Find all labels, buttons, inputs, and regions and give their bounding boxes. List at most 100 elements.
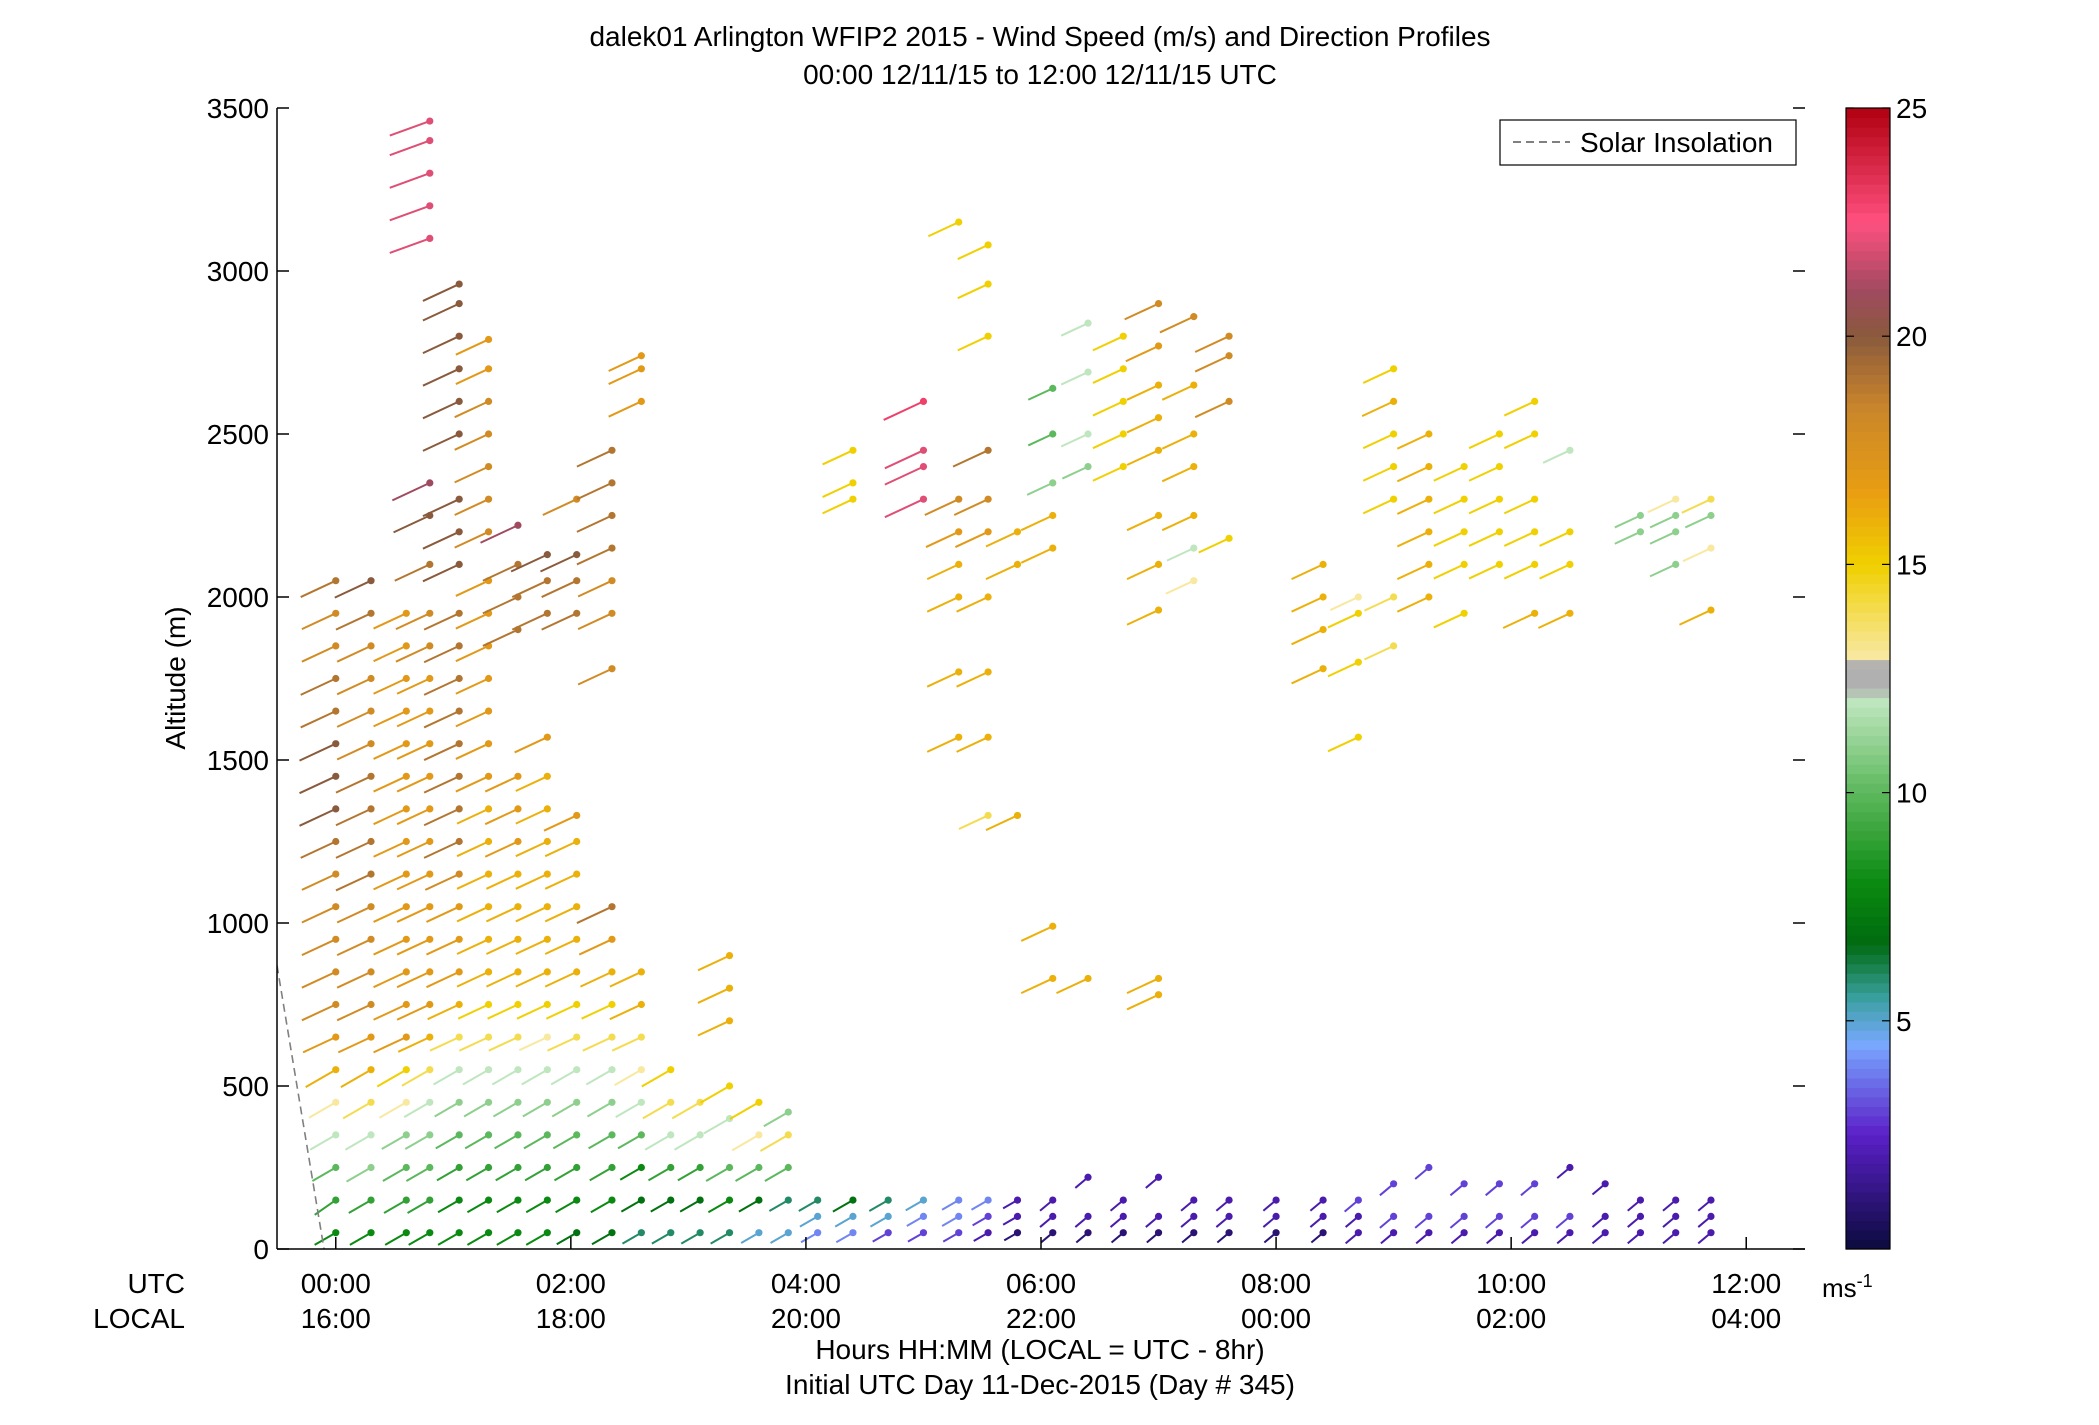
y-axis-label: Altitude (m) (160, 606, 191, 749)
colorbar-segment (1846, 859, 1890, 870)
wind-barb-dot (332, 1066, 340, 1074)
wind-barb (511, 579, 548, 598)
wind-barb (1092, 335, 1124, 352)
wind-barb (336, 905, 372, 924)
wind-barb-dot (514, 935, 522, 943)
wind-barb-dot (1566, 1212, 1574, 1220)
wind-barb (591, 1231, 613, 1246)
wind-barb-dot (1354, 658, 1362, 666)
wind-barb (731, 1134, 760, 1152)
colorbar-segment (1846, 868, 1890, 879)
wind-barb-dot (1225, 397, 1233, 405)
wind-barb-dot (1531, 1180, 1539, 1188)
wind-barb-dot (1154, 991, 1163, 999)
wind-barb-dot (1566, 1229, 1574, 1237)
colorbar-segment (1846, 1229, 1890, 1241)
colorbar-segment (1846, 925, 1890, 936)
wind-barb-dot (455, 528, 463, 536)
wind-barb-dot (1190, 544, 1198, 552)
wind-barb (422, 400, 460, 420)
wind-barb (1364, 596, 1395, 612)
colorbar-segment (1846, 916, 1890, 927)
wind-barb-dot (725, 952, 734, 960)
wind-barb-dot (514, 1000, 522, 1009)
wind-barb-dot (455, 1229, 463, 1237)
wind-barb (373, 970, 407, 989)
wind-barb-dot (1154, 606, 1163, 614)
y-tick-label: 3500 (207, 93, 269, 124)
wind-barb-dot (955, 560, 963, 569)
wind-barb-dot (1319, 1229, 1327, 1237)
wind-barb (576, 905, 613, 924)
wind-barb (515, 840, 548, 858)
wind-barb-dot (367, 772, 375, 780)
wind-barb-dot (402, 968, 410, 976)
wind-barb-dot (725, 1082, 734, 1090)
wind-barb (302, 1036, 337, 1054)
wind-barb (437, 1199, 460, 1214)
wind-barb (455, 579, 489, 597)
wind-barb-dot (1601, 1180, 1609, 1188)
colorbar-segment (1846, 383, 1890, 394)
wind-barb (768, 1199, 789, 1212)
wind-barb (1291, 667, 1324, 685)
wind-barb-dot (1495, 495, 1503, 503)
wind-barb (349, 1231, 372, 1246)
wind-barb (798, 1199, 819, 1212)
wind-barb (954, 530, 989, 548)
wind-barb-dot (332, 870, 340, 878)
colorbar-segment (1846, 507, 1890, 518)
wind-barb-dot (367, 870, 375, 878)
wind-barb-dot (1707, 1196, 1715, 1204)
wind-barb (927, 221, 960, 238)
colorbar-segment (1846, 592, 1890, 604)
wind-barb-dot (367, 1066, 375, 1074)
wind-barb-dot (455, 772, 463, 780)
wind-barb (437, 1231, 460, 1246)
wind-barb (822, 449, 854, 466)
wind-barb-dot (1425, 560, 1433, 569)
wind-barb-dot (725, 1229, 734, 1237)
wind-barb (309, 1134, 337, 1151)
wind-barb (429, 1036, 460, 1052)
wind-barb (1194, 335, 1230, 353)
data-layer (299, 117, 1715, 1246)
wind-barb (423, 710, 460, 729)
wind-barb (373, 710, 407, 728)
wind-barb-dot (1084, 1229, 1092, 1237)
wind-barb (1092, 400, 1124, 417)
wind-barb (577, 667, 613, 686)
wind-barb-dot (1084, 1173, 1092, 1181)
wind-barb-dot (1425, 593, 1433, 601)
wind-barb-dot (484, 528, 493, 536)
wind-barb (1537, 612, 1571, 629)
wind-barb (608, 400, 642, 418)
wind-barb-dot (1084, 368, 1092, 376)
wind-barb (551, 1101, 578, 1118)
colorbar-segment (1846, 108, 1890, 119)
wind-barb-dot (573, 1066, 581, 1074)
wind-barb (373, 612, 407, 630)
wind-barb-dot (1319, 1212, 1327, 1220)
wind-barb (524, 1166, 548, 1182)
wind-barb-dot (367, 674, 375, 683)
wind-barb-dot (1190, 1196, 1198, 1204)
wind-barb-dot (919, 397, 928, 405)
wind-barb-dot (426, 1033, 434, 1041)
colorbar-segment (1846, 1239, 1890, 1250)
wind-barb-dot (402, 1098, 410, 1106)
wind-barb-dot (426, 1131, 434, 1139)
wind-barb (373, 905, 407, 923)
wind-barb-dot (367, 577, 375, 585)
wind-barb-dot (543, 1098, 551, 1106)
wind-barb-dot (1390, 495, 1398, 503)
wind-barb (454, 433, 489, 451)
wind-barb-dot (573, 1000, 581, 1009)
wind-barb-dot (455, 609, 463, 617)
wind-barb-dot (725, 1017, 734, 1025)
local-tick-label: 04:00 (1711, 1303, 1781, 1334)
wind-barb-dot (1672, 495, 1680, 503)
wind-barb-dot (1672, 511, 1680, 520)
wind-barb-dot (543, 1163, 551, 1172)
